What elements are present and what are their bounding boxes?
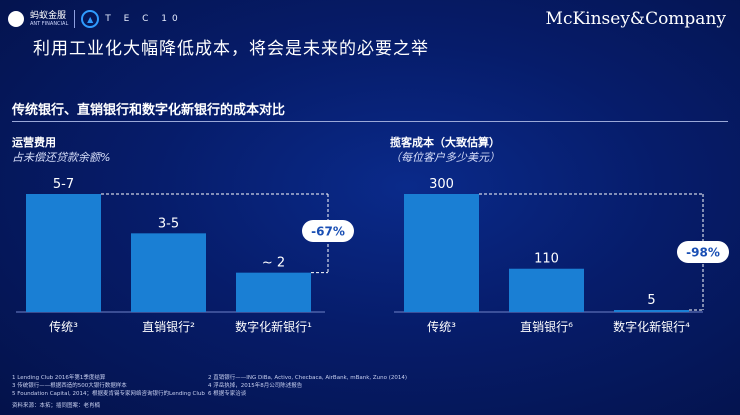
mckinsey-brand: McKinsey&Company	[545, 9, 726, 29]
logo-divider	[74, 10, 76, 28]
reduction-badge	[677, 241, 729, 263]
value-label-3: ~ 2	[262, 256, 285, 271]
category-label-2: 直销银行²	[142, 320, 195, 334]
value-label-2: 3-5	[158, 216, 179, 231]
section-heading: 传统银行、直销银行和数字化新银行的成本对比	[12, 103, 286, 118]
value-label-3: 5	[647, 293, 655, 308]
chart-1-subtitle: 占未偿还贷款余额%	[12, 151, 111, 164]
footnote-5: 5 Foundation Capital, 2014；根据麦肯锡专家网络咨询银行…	[12, 391, 205, 397]
category-label-2: 直销银行⁶	[520, 320, 573, 334]
category-label-3: 数字化新银行⁴	[613, 319, 690, 334]
bar-2	[131, 233, 206, 312]
value-label-1: 300	[429, 177, 454, 192]
chart-operating-cost: 5-7 传统³ 3-5 直销银行² ~ 2 数字化新银行¹ -67%	[16, 177, 354, 334]
partner-logos: 蚂蚁金服 ANT FINANCIAL ▲ T E C 10	[8, 8, 183, 30]
chart-2-subtitle: （每位客户多少美元）	[390, 151, 500, 164]
tec-logo-icon: ▲	[81, 10, 100, 28]
ant-financial-logo-sub: ANT FINANCIAL	[30, 21, 69, 27]
ant-financial-logo-text: 蚂蚁金服	[30, 11, 67, 21]
bar-3	[236, 272, 311, 312]
chart-2-title: 揽客成本（大致估算）	[390, 136, 500, 149]
reduction-badge	[302, 220, 354, 242]
value-label-1: 5-7	[53, 177, 74, 192]
category-label-1: 传统³	[49, 319, 78, 334]
chart-1-title: 运营费用	[12, 136, 56, 149]
bar-3	[614, 310, 689, 312]
reduction-badge-text: -67%	[311, 225, 345, 239]
chart-acquisition-cost: 300 传统³ 110 直销银行⁶ 5 数字化新银行⁴ -98%	[394, 177, 729, 334]
ant-financial-logo-icon	[8, 11, 24, 27]
bar-2	[509, 268, 584, 312]
category-label-1: 传统³	[427, 319, 456, 334]
footnote-6: 6 根据专家洽谈	[208, 391, 247, 397]
reduction-badge-text: -98%	[686, 246, 720, 260]
slide-title: 利用工业化大幅降低成本，将会是未来的必要之举	[33, 39, 429, 59]
footnote-1: 1 Lending Club 2016年第1季度结算	[12, 375, 106, 381]
footnote-2: 2 直销银行——ING DiBa, Activo, Checbaca, AirB…	[208, 375, 408, 381]
bar-1	[404, 194, 479, 312]
tec-logo-text: T E C 10	[105, 14, 183, 24]
ant-financial-logo: 蚂蚁金服 ANT FINANCIAL	[30, 11, 68, 27]
source-note: 资料来源：本拓；插同图案：老肖楠	[12, 403, 101, 409]
heading-rule	[12, 121, 728, 122]
footnote-3: 3 传统银行——根据西造的500大银行数据样本	[12, 383, 127, 389]
bar-1	[26, 194, 101, 312]
footnote-4: 4 浮岳执掉，2015年8月公司陈述报告	[208, 383, 303, 389]
category-label-3: 数字化新银行¹	[235, 319, 312, 334]
value-label-2: 110	[534, 252, 559, 267]
